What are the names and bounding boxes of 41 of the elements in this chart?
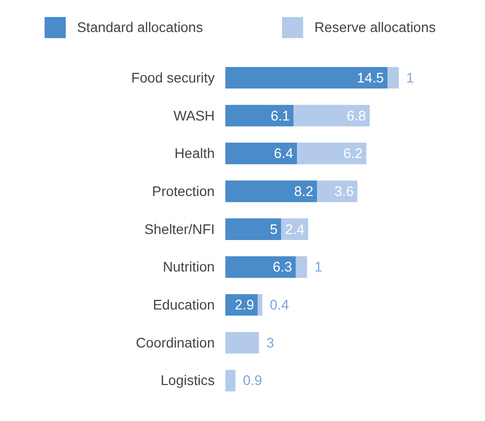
data-label: 2.9 xyxy=(234,296,254,313)
bar xyxy=(296,256,308,278)
bar xyxy=(388,66,399,89)
y-tick-label: Health xyxy=(174,145,215,162)
data-label: 3 xyxy=(266,334,274,350)
y-tick-label: Education xyxy=(152,296,215,313)
data-label: 1 xyxy=(314,258,322,275)
y-tick-label: Nutrition xyxy=(162,258,215,275)
data-label: 3.6 xyxy=(334,182,354,199)
data-label: 6.1 xyxy=(270,107,290,124)
data-label: 0.4 xyxy=(270,296,290,313)
legend-label: Standard allocations xyxy=(76,19,204,36)
data-label: 1 xyxy=(406,69,414,86)
data-label: 6.3 xyxy=(272,258,292,275)
data-label: 6.2 xyxy=(343,145,363,162)
data-label: 2.4 xyxy=(285,220,305,237)
data-label: 0.9 xyxy=(242,372,262,388)
bar xyxy=(225,104,294,126)
data-label: 5 xyxy=(270,220,278,237)
bar xyxy=(225,180,318,202)
bar xyxy=(225,142,297,164)
y-tick-label: WASH xyxy=(173,107,215,124)
data-label: 14.5 xyxy=(356,69,384,86)
data-label: 6.8 xyxy=(346,107,366,124)
bar xyxy=(296,142,366,164)
bar xyxy=(225,256,296,278)
legend-label: Reserve allocations xyxy=(314,19,436,36)
data-label: 8.2 xyxy=(294,182,314,199)
y-tick-label: Food security xyxy=(131,69,215,86)
y-tick-label: Protection xyxy=(152,182,215,199)
bar xyxy=(225,218,282,240)
bar xyxy=(225,332,259,354)
bar xyxy=(317,180,358,202)
bar xyxy=(258,294,262,316)
y-tick-label: Logistics xyxy=(160,372,215,388)
bar xyxy=(294,104,370,126)
data-label: 6.4 xyxy=(274,145,294,162)
bar xyxy=(225,370,236,392)
y-tick-label: Shelter/NFI xyxy=(144,220,215,237)
bar xyxy=(225,66,388,89)
y-tick-label: Coordination xyxy=(136,334,215,350)
